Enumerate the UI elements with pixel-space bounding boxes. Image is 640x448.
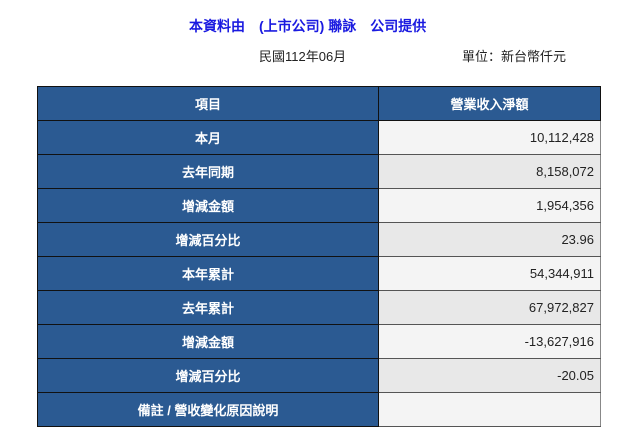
- row-value: 1,954,356: [378, 188, 601, 223]
- row-value: 23.96: [378, 222, 601, 257]
- row-value: -13,627,916: [378, 324, 601, 359]
- table-row: 本年累計 54,344,911: [37, 256, 601, 291]
- table-row: 去年同期 8,158,072: [37, 154, 601, 189]
- row-value: [378, 392, 601, 427]
- revenue-table: 項目 營業收入淨額 本月 10,112,428 去年同期 8,158,072 增減金額 1…: [37, 86, 601, 427]
- row-value: -20.05: [378, 358, 601, 393]
- row-value: 67,972,827: [378, 290, 601, 325]
- table-row: 增減金額 1,954,356: [37, 188, 601, 223]
- column-header-revenue: 營業收入淨額: [378, 86, 601, 121]
- row-label: 增減金額: [37, 324, 379, 359]
- row-label: 去年同期: [37, 154, 379, 189]
- table-row: 增減百分比 -20.05: [37, 358, 601, 393]
- table-row: 去年累計 67,972,827: [37, 290, 601, 325]
- row-label: 去年累計: [37, 290, 379, 325]
- report-period: 民國112年06月: [259, 49, 347, 64]
- row-label: 增減百分比: [37, 222, 379, 257]
- table-header-row: 項目 營業收入淨額: [37, 86, 601, 121]
- row-value: 10,112,428: [378, 120, 601, 155]
- table-row: 備註 / 營收變化原因說明: [37, 392, 601, 427]
- table-row: 本月 10,112,428: [37, 120, 601, 155]
- row-label: 增減百分比: [37, 358, 379, 393]
- row-label: 本月: [37, 120, 379, 155]
- row-value: 54,344,911: [378, 256, 601, 291]
- currency-unit: 單位：新台幣仟元: [462, 49, 567, 64]
- table-row: 增減金額 -13,627,916: [37, 324, 601, 359]
- table-row: 增減百分比 23.96: [37, 222, 601, 257]
- row-label: 增減金額: [37, 188, 379, 223]
- row-label: 本年累計: [37, 256, 379, 291]
- page-title: 本資料由 (上市公司) 聯詠 公司提供: [189, 18, 427, 34]
- column-header-item: 項目: [37, 86, 379, 121]
- row-label: 備註 / 營收變化原因說明: [37, 392, 379, 427]
- row-value: 8,158,072: [378, 154, 601, 189]
